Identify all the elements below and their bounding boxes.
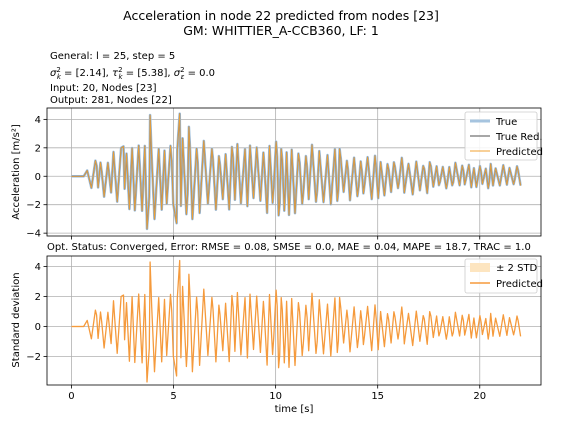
top-y-tick-label: −4	[26, 229, 41, 240]
top-y-tick-label: −2	[26, 200, 41, 211]
bottom-signal-lines	[71, 259, 522, 383]
info-input: Input: 20, Nodes [23]	[50, 83, 157, 94]
top-y-tick-label: 4	[35, 115, 41, 126]
top-x-ticks	[71, 236, 481, 240]
figure-title: Acceleration in node 22 predicted from n…	[123, 8, 439, 23]
info-output: Output: 281, Nodes [22]	[50, 95, 172, 106]
top-signal-lines	[71, 112, 522, 231]
legend-label-predicted-bottom: Predicted	[496, 279, 543, 290]
bottom-x-ticks: 0 5 10 15 20	[68, 385, 486, 402]
bottom-y-axis-label: Standard deviation	[11, 272, 22, 367]
bottom-y-tick-label: 2	[35, 292, 41, 303]
info-general: General: l = 25, step = 5	[50, 51, 175, 62]
bottom-x-tick-label: 5	[170, 391, 176, 402]
top-legend: True True Red. Predicted	[464, 111, 543, 161]
series-predicted-bottom	[71, 259, 522, 383]
top-chart-panel: −4 −2 0 2 4 Acceleration [m/s²] True True Re…	[11, 107, 543, 240]
top-y-tick-label: 2	[35, 143, 41, 154]
bottom-x-tick-label: 15	[371, 391, 384, 402]
legend-swatch-std-band	[470, 263, 490, 272]
top-y-axis-label: Acceleration [m/s²]	[11, 124, 22, 220]
legend-label-true-red: True Red.	[495, 132, 543, 143]
top-y-ticks: −4 −2 0 2 4	[26, 115, 47, 240]
bottom-x-axis-label: time [s]	[275, 404, 314, 415]
bottom-x-tick-label: 10	[269, 391, 282, 402]
legend-label-std-band: ± 2 STD	[496, 263, 538, 274]
bottom-y-tick-label: 0	[35, 322, 41, 333]
bottom-y-tick-label: −2	[26, 352, 41, 363]
legend-label-true: True	[495, 117, 517, 128]
bottom-plot-frame	[46, 255, 542, 386]
bottom-y-ticks: −2 0 2 4	[26, 262, 47, 363]
legend-label-predicted-top: Predicted	[496, 147, 543, 158]
top-y-tick-label: 0	[35, 172, 41, 183]
bottom-y-tick-label: 4	[35, 262, 41, 273]
optimization-status: Opt. Status: Converged, Error: RMSE = 0.…	[47, 242, 531, 253]
bottom-x-tick-label: 0	[68, 391, 74, 402]
top-plot-frame	[46, 107, 542, 237]
series-predicted-top	[71, 113, 521, 230]
figure-subtitle: GM: WHITTIER_A-CCB360, LF: 1	[183, 23, 379, 38]
bottom-legend: ± 2 STD Predicted	[464, 258, 543, 294]
bottom-x-tick-label: 20	[473, 391, 486, 402]
top-legend-box	[464, 111, 538, 161]
info-variances: σ2 k = [2.14], τ2 k = [5.38], σ2 ε = 0.0	[50, 66, 215, 81]
bottom-chart-panel: 0 5 10 15 20 −2 0 2 4 Standard deviation time […	[11, 255, 543, 415]
